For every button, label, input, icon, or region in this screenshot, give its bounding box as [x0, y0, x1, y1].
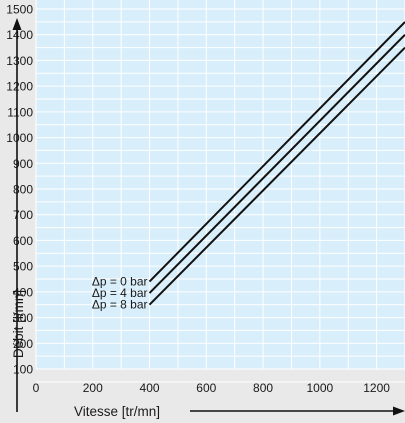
x-axis-arrow-head: [393, 406, 405, 416]
series-line-2: [148, 33, 405, 294]
y-tick-label: 1300: [6, 54, 33, 68]
y-tick-label: 1000: [6, 131, 33, 145]
y-tick-label: 1200: [6, 80, 33, 94]
y-tick-label: 300: [13, 311, 33, 325]
y-tick-label: 700: [13, 208, 33, 222]
series-line-1: [148, 21, 405, 283]
plot-background: [36, 0, 405, 369]
y-tick-label: 800: [13, 183, 33, 197]
grid: [35, 0, 405, 383]
y-tick-label: 1100: [7, 105, 33, 119]
series-label-2: Δp = 4 bar: [92, 286, 148, 300]
x-tick-label: 200: [83, 381, 103, 395]
x-tick-label: 400: [140, 381, 160, 395]
x-tick-label: 0: [33, 381, 40, 395]
y-tick-label: 100: [13, 363, 33, 377]
x-axis-title: Vitesse [tr/mn]: [74, 404, 160, 419]
y-axis-title: Débit [l/mn]: [11, 290, 26, 358]
y-tick-label: 1400: [6, 28, 33, 42]
y-tick-label: 500: [13, 260, 33, 274]
series-label-1: Δp = 0 bar: [92, 275, 148, 289]
x-tick-label: 600: [196, 381, 216, 395]
y-tick-labels: 100 200 300 400 500 600 700 800 900 1000 1100 1200 1…: [6, 3, 33, 377]
series-label-3: Δp = 8 bar: [92, 298, 148, 312]
series-line-3: [148, 46, 405, 306]
y-tick-label: 1500: [6, 3, 33, 17]
y-tick-label: 400: [13, 285, 33, 299]
y-tick-label: 200: [13, 337, 33, 351]
x-tick-label: 1000: [306, 381, 333, 395]
x-tick-label: 800: [253, 381, 273, 395]
y-tick-label: 900: [13, 157, 33, 171]
y-axis-arrow-head: [12, 18, 22, 30]
x-tick-labels: 0 200 400 600 800 1000 1200: [33, 381, 391, 395]
series-lines: [148, 21, 405, 306]
x-tick-label: 1200: [363, 381, 390, 395]
y-tick-label: 600: [13, 234, 33, 248]
